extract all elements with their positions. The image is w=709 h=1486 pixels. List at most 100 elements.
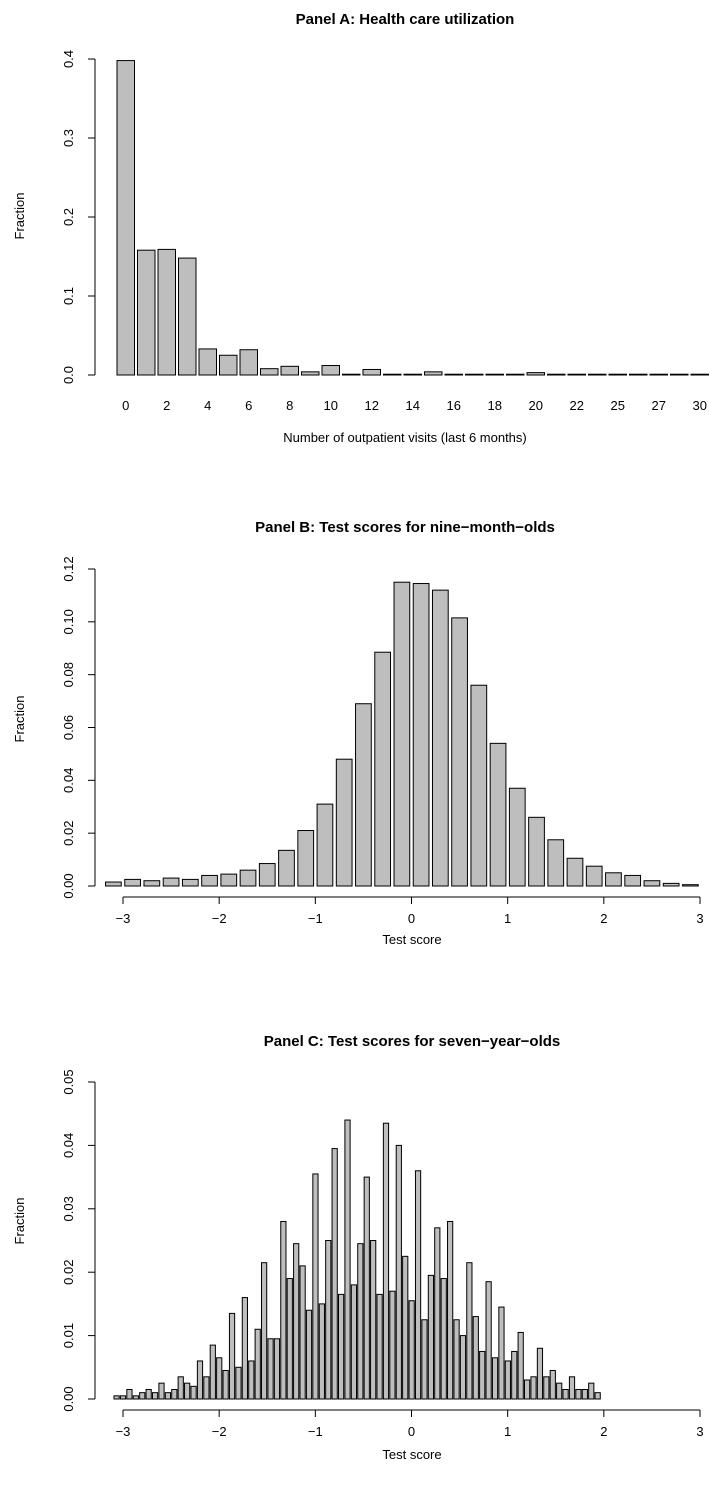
panel-c-bar xyxy=(530,1376,537,1400)
panel-c-y-tick-label: 0.00 xyxy=(61,1386,76,1411)
panel-a-x-tick-label: 18 xyxy=(488,398,502,413)
panel-c-bar xyxy=(370,1240,377,1400)
panel-c-bar xyxy=(305,1309,313,1400)
panel-c-bar xyxy=(382,1122,390,1400)
panel-b-bar xyxy=(258,863,276,887)
panel-a-x-tick-label: 0 xyxy=(122,398,129,413)
panel-a-bar xyxy=(506,373,525,376)
panel-a-bar xyxy=(116,60,135,376)
panel-c-x-tick-label: 3 xyxy=(696,1424,703,1439)
panel-a-x-tick-label: 30 xyxy=(693,398,707,413)
panel-c-bar xyxy=(267,1338,274,1400)
panel-a-y-tick-label: 0.0 xyxy=(61,366,76,384)
panel-c-bar xyxy=(536,1347,544,1400)
panel-c-bar xyxy=(318,1303,325,1400)
panel-c-bar xyxy=(485,1281,492,1400)
panel-b-bar xyxy=(162,877,180,887)
panel-b-bar xyxy=(278,849,295,887)
panel-c-bar xyxy=(261,1262,268,1400)
panel-b-bar xyxy=(662,882,680,887)
panel-c-bar xyxy=(363,1176,370,1400)
panel-b-y-tick-label: 0.06 xyxy=(61,715,76,740)
panel-c-bar xyxy=(344,1119,351,1400)
panel-b-bar xyxy=(431,589,449,887)
panel-a: Panel A: Health care utilization Number … xyxy=(12,11,709,445)
panel-c-bar xyxy=(248,1360,255,1400)
panel-b-bar xyxy=(643,880,661,887)
panel-b-bar xyxy=(566,857,584,887)
panel-b-bar xyxy=(412,583,430,887)
panel-a-bar xyxy=(567,373,586,376)
panel-c-bar xyxy=(119,1395,127,1400)
panel-a-x-tick-label: 25 xyxy=(611,398,625,413)
panel-c-bar xyxy=(479,1350,486,1400)
panel-c-bar xyxy=(241,1297,248,1400)
panel-a-y-axis: 0.0 0.1 0.2 0.3 0.4 xyxy=(61,50,96,384)
panel-c-bar xyxy=(228,1312,236,1400)
panel-a-y-tick-label: 0.4 xyxy=(61,50,76,68)
panel-c-bar xyxy=(286,1278,293,1400)
panel-c-bar xyxy=(126,1388,133,1400)
panel-c-bar xyxy=(434,1227,441,1400)
panel-b-y-axis-label: Fraction xyxy=(12,696,27,743)
panel-c-y-tick-label: 0.03 xyxy=(61,1196,76,1221)
panel-b-x-tick-label: −2 xyxy=(212,911,227,926)
panel-b-bar xyxy=(451,617,468,887)
panel-b: Panel B: Test scores for nine−month−olds… xyxy=(12,519,704,947)
panel-a-bar xyxy=(649,373,668,376)
panel-a-bar xyxy=(362,368,381,376)
panel-c-x-tick-label: −3 xyxy=(116,1424,131,1439)
panel-b-bar xyxy=(201,874,218,887)
panel-c: Panel C: Test scores for seven−year−olds… xyxy=(12,1033,704,1462)
panel-b-x-tick-label: 2 xyxy=(600,911,607,926)
panel-c-bar xyxy=(132,1395,139,1400)
panel-a-y-axis-label: Fraction xyxy=(12,193,27,240)
panel-b-x-tick-label: −3 xyxy=(116,911,131,926)
panel-c-bar xyxy=(581,1388,588,1400)
panel-a-x-tick-label: 4 xyxy=(204,398,211,413)
panel-c-y-tick-label: 0.04 xyxy=(61,1133,76,1158)
panel-a-bar xyxy=(137,249,156,376)
panel-a-bar xyxy=(321,365,340,376)
panel-a-x-tick-label: 20 xyxy=(529,398,543,413)
panel-a-bar xyxy=(280,365,299,376)
panel-b-bar xyxy=(316,803,334,887)
panel-c-bar xyxy=(171,1388,178,1400)
panel-b-bar xyxy=(508,787,526,887)
panel-a-x-tick-label: 10 xyxy=(324,398,338,413)
panel-a-bar xyxy=(219,354,238,376)
panel-a-bar xyxy=(178,257,197,376)
panel-b-bar xyxy=(105,881,122,887)
panel-c-x-tick-label: 2 xyxy=(600,1424,607,1439)
panel-c-y-tick-label: 0.05 xyxy=(61,1069,76,1094)
panel-c-bar xyxy=(427,1274,434,1400)
panel-a-bar xyxy=(608,373,627,376)
panel-a-bar xyxy=(485,373,504,376)
panel-b-y-tick-label: 0.04 xyxy=(61,768,76,793)
panel-c-bar xyxy=(408,1300,415,1400)
panel-b-bar xyxy=(528,816,545,887)
panel-c-title: Panel C: Test scores for seven−year−olds xyxy=(264,1033,561,1050)
panel-a-x-tick-label: 8 xyxy=(286,398,293,413)
panel-c-bar xyxy=(549,1369,556,1400)
panel-c-bar xyxy=(453,1319,460,1400)
panel-c-bar xyxy=(459,1335,467,1400)
panel-b-y-tick-label: 0.12 xyxy=(61,556,76,581)
panel-c-y-axis-label: Fraction xyxy=(12,1198,27,1245)
panel-c-bar xyxy=(337,1293,345,1400)
panel-c-bar xyxy=(145,1388,152,1400)
panel-c-bar xyxy=(568,1376,576,1400)
panel-c-bar xyxy=(523,1379,531,1400)
panel-b-x-tick-label: 3 xyxy=(696,911,703,926)
panel-c-bars xyxy=(113,1119,601,1400)
panel-c-x-axis: −3 −2 −1 0 1 2 3 xyxy=(116,1409,704,1439)
panel-b-title: Panel B: Test scores for nine−month−olds xyxy=(255,519,555,536)
panel-b-y-tick-label: 0.10 xyxy=(61,609,76,634)
panel-a-title: Panel A: Health care utilization xyxy=(296,11,515,28)
panel-c-bar xyxy=(517,1331,524,1400)
panel-c-bar xyxy=(350,1284,358,1400)
panel-b-bar xyxy=(624,874,642,887)
panel-a-x-tick-label: 6 xyxy=(245,398,252,413)
panel-a-y-tick-label: 0.3 xyxy=(61,129,76,147)
